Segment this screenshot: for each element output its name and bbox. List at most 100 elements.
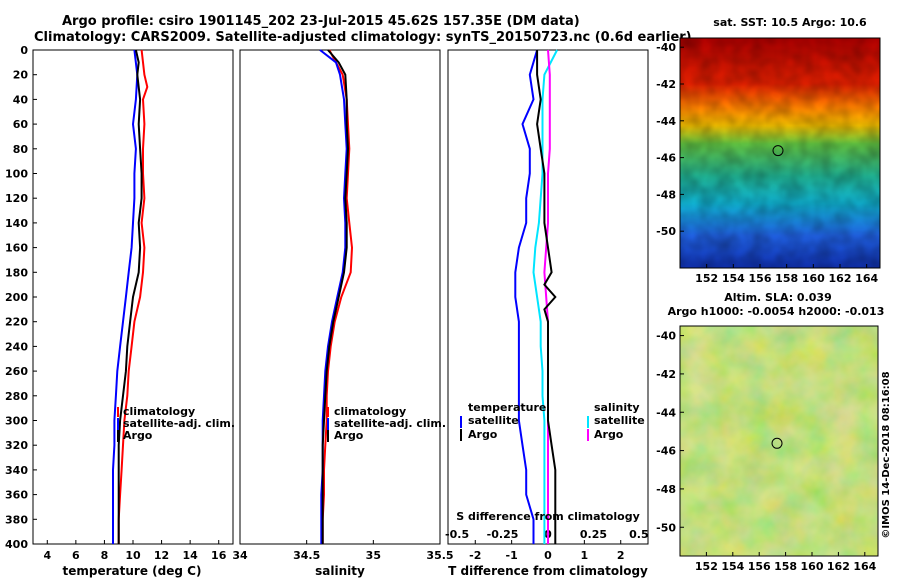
- depth-tick-label: 20: [13, 69, 29, 82]
- sla-map-lon-tick-label: 164: [853, 560, 876, 573]
- s-difference-argo-line: [543, 49, 551, 544]
- sst-map-lon-tick-label: 162: [829, 272, 852, 285]
- s-difference-x-axis: -0.5 -0.25 0 0.25 0.5: [445, 528, 649, 541]
- sla-map-frame: [679, 325, 879, 557]
- depth-tick-label: 400: [5, 538, 28, 551]
- sla-map-lat-tick-label: -46: [656, 445, 676, 458]
- sst-map-lon-tick-label: 160: [802, 272, 825, 285]
- legend-climatology: climatology: [123, 405, 195, 418]
- legend-t-satellite: satellite: [468, 414, 519, 427]
- s-difference-x-tick-label: -0.25: [487, 528, 519, 541]
- depth-tick-label: 40: [13, 93, 29, 106]
- sla-argo-location-marker: [771, 437, 783, 449]
- figure-title-line1: Argo profile: csiro 1901145_202 23-Jul-2…: [62, 14, 580, 29]
- sst-map-lat-tick-label: -48: [656, 188, 676, 201]
- temperature-x-label: temperature (deg C): [63, 564, 202, 578]
- sla-map-lon-tick-label: 152: [695, 560, 718, 573]
- sla-map-lon-tick-label: 162: [827, 560, 850, 573]
- depth-tick-label: 380: [5, 513, 28, 526]
- sst-map-axes: 152 154 156 158 160 162 164 -40 -42 -44 -46 -48 -50: [656, 41, 878, 285]
- sst-map-lat-tick-label: -42: [656, 78, 676, 91]
- t-difference-x-label: T difference from climatology: [448, 564, 648, 578]
- sst-map-lon-tick-label: 158: [775, 272, 798, 285]
- depth-tick-label: 280: [5, 390, 28, 403]
- sst-map-lat-tick-label: -40: [656, 41, 676, 54]
- t-difference-x-tick-label: -2: [469, 549, 481, 562]
- depth-tick-label: 140: [5, 217, 28, 230]
- difference-legend: temperature satellite Argo salinity sate…: [460, 401, 645, 441]
- temperature-legend: climatology satellite-adj. clim. Argo: [117, 405, 235, 442]
- sla-map-lat-tick-label: -42: [656, 368, 676, 381]
- salinity-lines: [319, 49, 354, 544]
- sst-map-lat-tick-label: -44: [656, 115, 676, 128]
- salinity-x-label: salinity: [315, 564, 365, 578]
- depth-tick-label: 220: [5, 316, 28, 329]
- depth-tick-label: 200: [5, 291, 28, 304]
- t-difference-x-tick-label: 0: [544, 549, 552, 562]
- sst-map-panel: 152 154 156 158 160 162 164-40-42-44-46-48-50 …: [656, 16, 881, 285]
- depth-tick-label: 180: [5, 266, 28, 279]
- legend-salinity-title: salinity: [594, 401, 640, 414]
- depth-tick-label: 80: [13, 143, 29, 156]
- sla-map-subtitle: Argo h1000: -0.0054 h2000: -0.013: [668, 305, 885, 318]
- legend-s-argo: Argo: [594, 428, 624, 441]
- depth-tick-label: 100: [5, 168, 28, 181]
- temperature-argo-line: [117, 49, 143, 544]
- temperature-x-tick-label: 16: [211, 549, 227, 562]
- sla-map-axes: 152 154 156 158 160 162 164 -40 -42 -44 -46 -48 -50: [656, 330, 876, 573]
- depth-tick-label: 240: [5, 340, 28, 353]
- temperature-satellite-line: [112, 49, 139, 544]
- sst-map-lat-tick-label: -46: [656, 152, 676, 165]
- s-difference-x-tick-label: 0.25: [580, 528, 607, 541]
- sla-map-lat-tick-label: -44: [656, 406, 676, 419]
- t-difference-x-axis: -2 -1 0 1 2: [469, 540, 625, 562]
- legend-climatology: climatology: [334, 405, 406, 418]
- t-difference-argo-line: [536, 50, 557, 544]
- difference-panel: -2 -1 0 1 2 -0.5 -0.25 0 0.25 0.5 temperature sa…: [445, 49, 649, 578]
- imos-credit: ©IMOS 14-Dec-2018 08:16:08: [881, 371, 892, 538]
- s-difference-x-label: S difference from climatology: [456, 510, 640, 523]
- salinity-argo-line: [321, 49, 350, 544]
- temperature-x-axis: 4 6 8 10 12 14 16: [43, 540, 227, 562]
- salinity-x-tick-label: 34.5: [293, 549, 320, 562]
- sst-map-frame: [679, 37, 881, 269]
- depth-axis: 0 20 40 60 80 100 120 140 160 180 200 220 240 260 280 3…: [5, 44, 37, 551]
- legend-s-satellite: satellite: [594, 414, 645, 427]
- legend-argo: Argo: [123, 429, 153, 442]
- temperature-x-tick-label: 6: [72, 549, 80, 562]
- legend-argo: Argo: [334, 429, 364, 442]
- sla-map-lon-tick-label: 154: [721, 560, 744, 573]
- depth-tick-label: 360: [5, 489, 28, 502]
- sla-map-lat-tick-label: -50: [656, 521, 676, 534]
- depth-tick-label: 300: [5, 415, 28, 428]
- salinity-panel: 34 34.5 35 35.5 climatology satellite-adj. …: [232, 49, 454, 578]
- sst-map-lon-tick-label: 164: [855, 272, 878, 285]
- salinity-axes: [239, 49, 441, 545]
- salinity-legend: climatology satellite-adj. clim. Argo: [327, 405, 446, 442]
- temperature-climatology-line: [117, 49, 149, 544]
- t-difference-x-tick-label: 2: [617, 549, 625, 562]
- s-difference-x-tick-label: -0.5: [445, 528, 469, 541]
- sst-texture: [680, 38, 880, 268]
- sla-map-lon-tick-label: 160: [801, 560, 824, 573]
- depth-tick-label: 60: [13, 118, 29, 131]
- s-difference-satellite-line: [532, 49, 558, 544]
- sla-map-lon-tick-label: 156: [748, 560, 771, 573]
- legend-temperature-title: temperature: [468, 401, 546, 414]
- s-difference-x-tick-label: 0.5: [629, 528, 649, 541]
- depth-tick-label: 320: [5, 439, 28, 452]
- temperature-x-tick-label: 10: [125, 549, 141, 562]
- temperature-x-tick-label: 14: [182, 549, 198, 562]
- sla-map-title: Altim. SLA: 0.039: [724, 291, 831, 304]
- temperature-lines: [112, 49, 149, 544]
- legend-t-argo: Argo: [468, 428, 498, 441]
- salinity-x-axis: 34 34.5 35 35.5: [232, 540, 454, 562]
- temperature-panel: 0 20 40 60 80 100 120 140 160 180 200 220 240 260 280 3…: [5, 44, 235, 578]
- sst-argo-location-marker: [772, 145, 784, 157]
- sst-map-lat-tick-label: -50: [656, 225, 676, 238]
- temperature-x-tick-label: 8: [101, 549, 109, 562]
- t-difference-x-tick-label: 1: [581, 549, 589, 562]
- sst-map-lon-tick-label: 152: [695, 272, 718, 285]
- sst-map-lon-tick-label: 154: [722, 272, 745, 285]
